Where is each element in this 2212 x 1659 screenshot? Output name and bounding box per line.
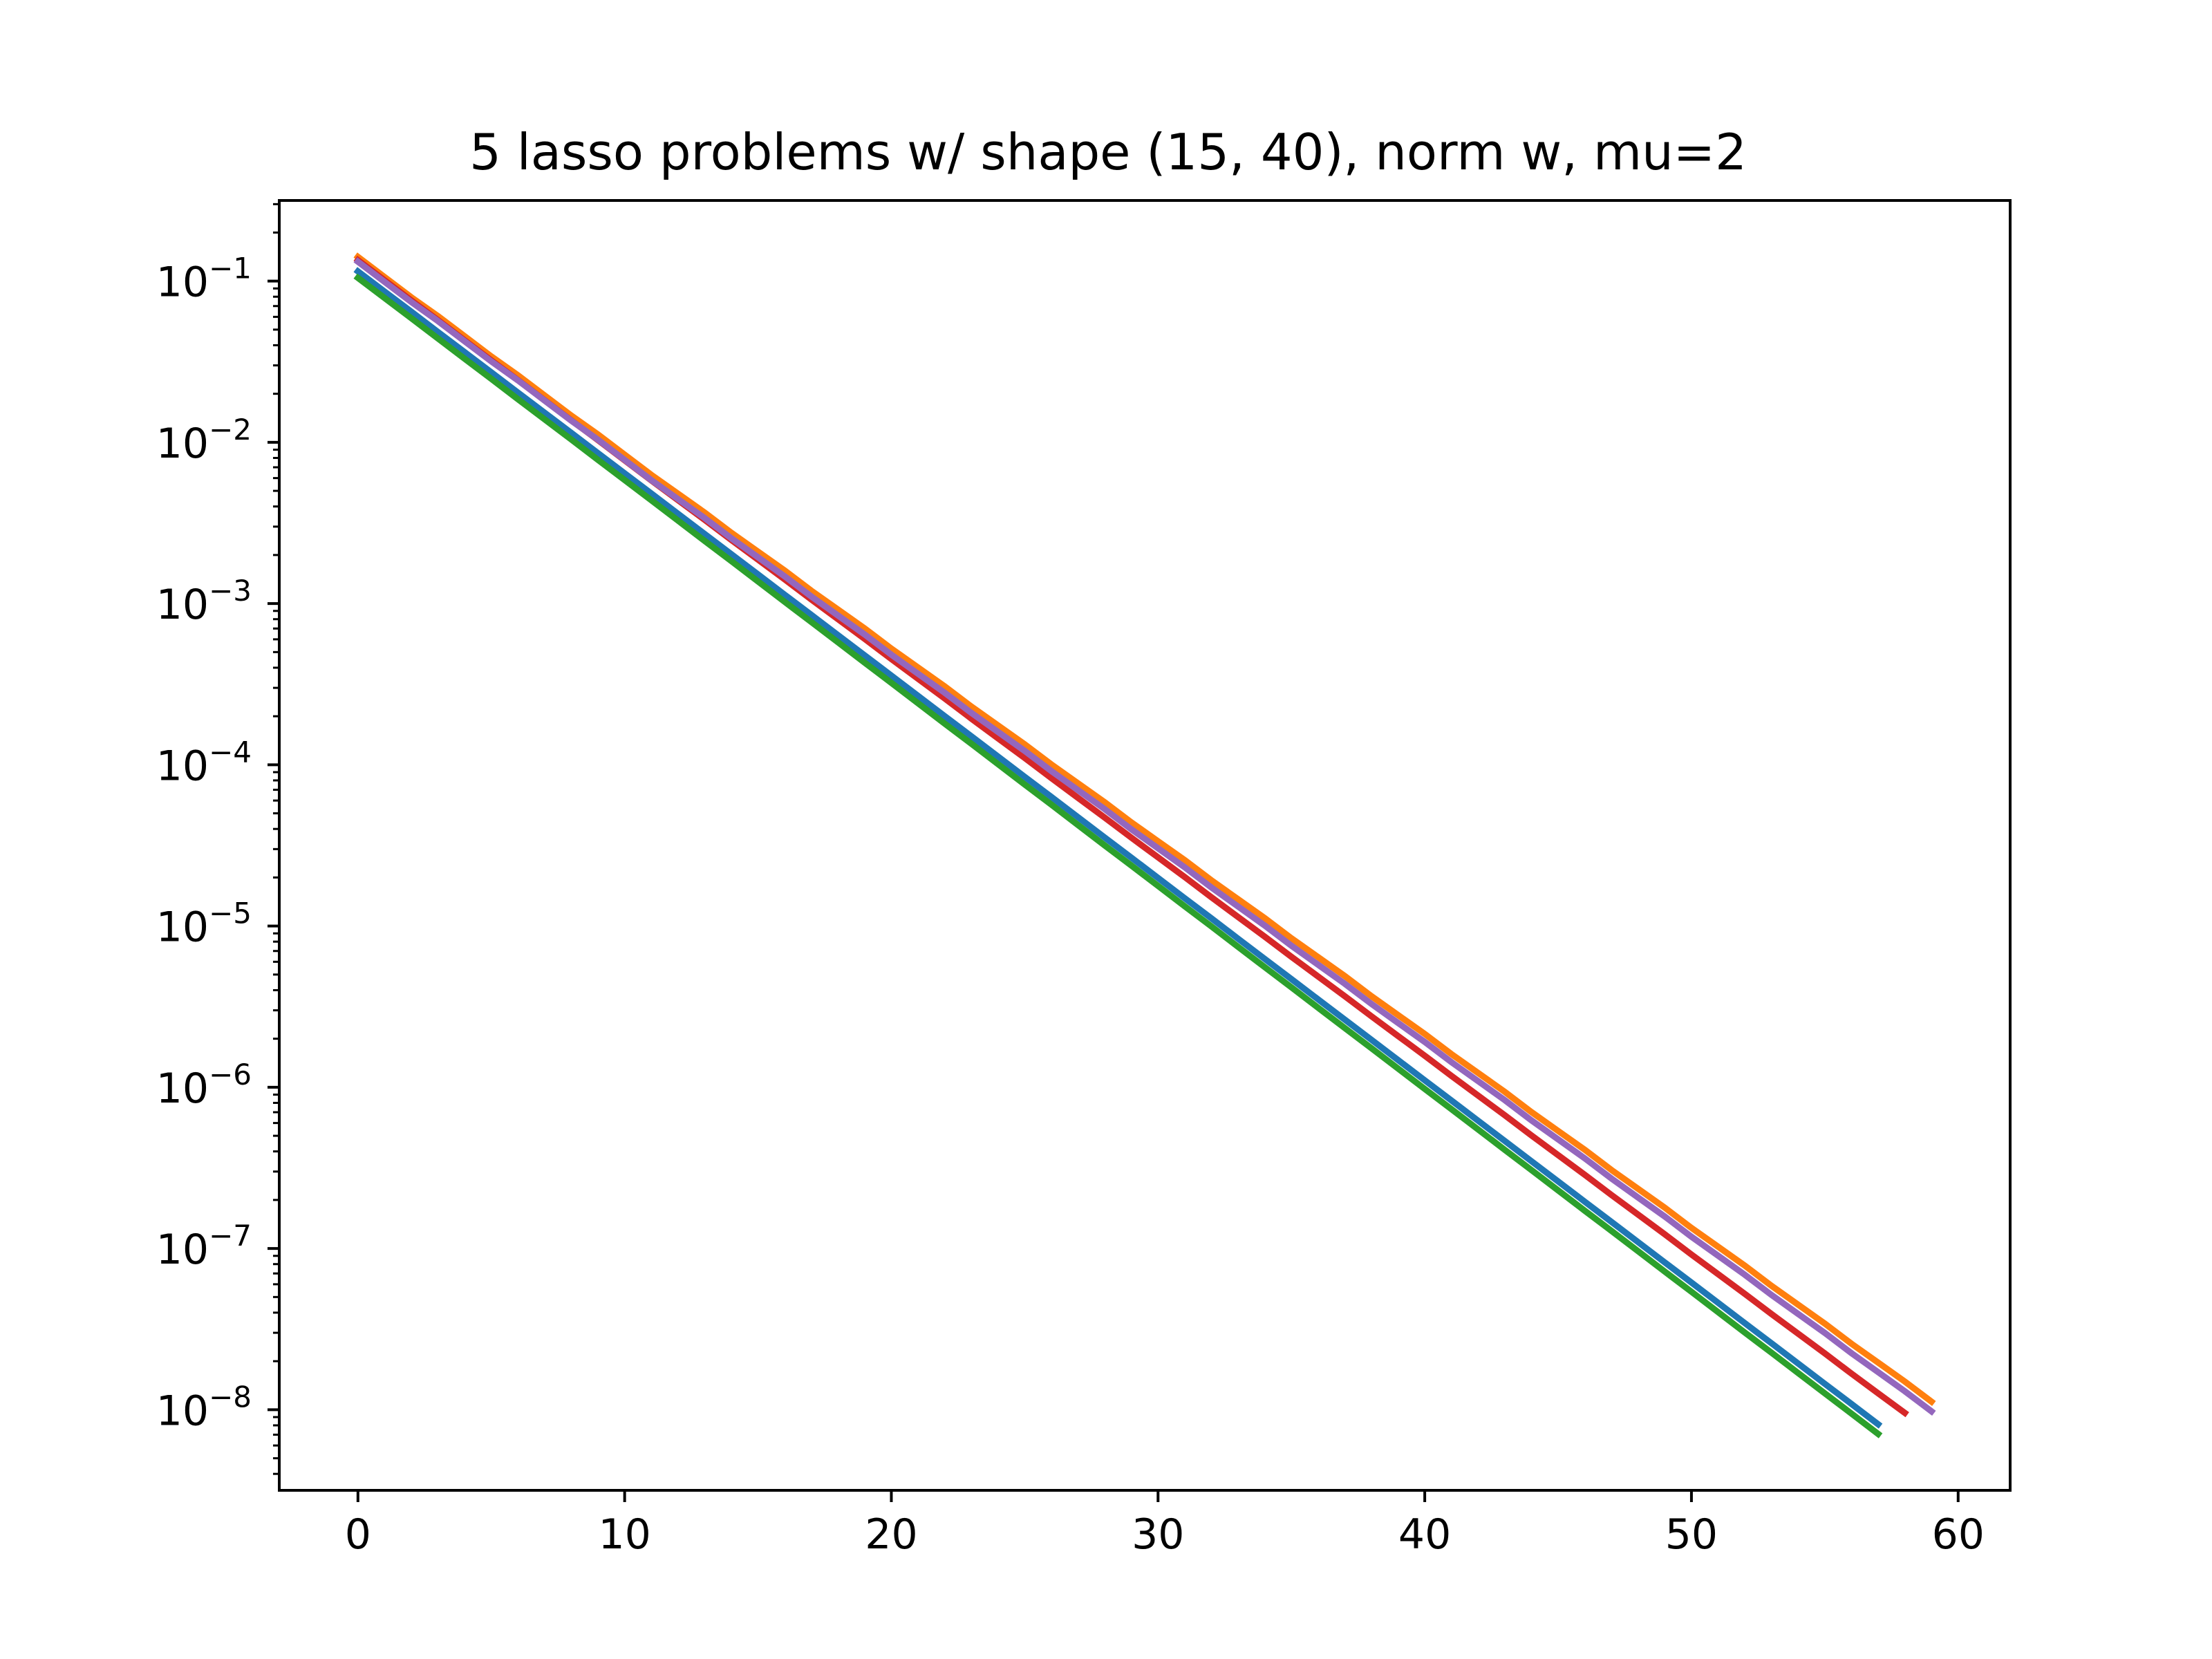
- x-tick-label: 30: [1132, 1510, 1184, 1559]
- y-tick-label-base: 10: [156, 903, 209, 952]
- y-tick-label-base: 10: [156, 420, 209, 468]
- y-tick-label-base: 10: [156, 1226, 209, 1274]
- plot-frame: [278, 199, 2012, 1492]
- series-line-1: [353, 267, 1883, 1429]
- y-tick-label: 10−2: [156, 413, 252, 468]
- x-tick-label: 20: [865, 1510, 917, 1559]
- y-tick-label: 10−1: [156, 252, 252, 307]
- series-line-3: [353, 273, 1883, 1438]
- x-tick-label: 40: [1398, 1510, 1451, 1559]
- y-tick-label-base: 10: [156, 581, 209, 629]
- y-tick-label: 10−5: [156, 897, 252, 952]
- y-tick-label-exponent: −1: [209, 252, 252, 285]
- y-tick-label-exponent: −5: [209, 897, 252, 930]
- y-tick-label-base: 10: [156, 1387, 209, 1435]
- y-tick-label-base: 10: [156, 259, 209, 307]
- y-tick-label: 10−8: [156, 1380, 252, 1435]
- y-tick-label-exponent: −6: [209, 1058, 252, 1091]
- y-tick-label: 10−4: [156, 735, 252, 790]
- x-tick-label: 50: [1665, 1510, 1718, 1559]
- series-line-2: [353, 252, 1936, 1407]
- chart-title: 5 lasso problems w/ shape (15, 40), norm…: [469, 123, 1747, 181]
- y-tick-label-exponent: −2: [209, 413, 252, 447]
- series-line-5: [353, 257, 1936, 1416]
- y-tick-label-exponent: −7: [209, 1219, 252, 1253]
- x-tick-label: 10: [598, 1510, 650, 1559]
- y-tick-label-base: 10: [156, 742, 209, 790]
- y-tick-label: 10−3: [156, 574, 252, 629]
- y-tick-label-exponent: −8: [209, 1380, 252, 1414]
- y-tick-label: 10−7: [156, 1219, 252, 1274]
- series-layer: [353, 252, 1936, 1438]
- y-tick-label: 10−6: [156, 1058, 252, 1113]
- x-tick-label: 60: [1932, 1510, 1985, 1559]
- x-tick-label: 0: [345, 1510, 371, 1559]
- y-tick-label-exponent: −4: [209, 735, 252, 769]
- y-tick-label-base: 10: [156, 1065, 209, 1113]
- y-tick-label-exponent: −3: [209, 574, 252, 608]
